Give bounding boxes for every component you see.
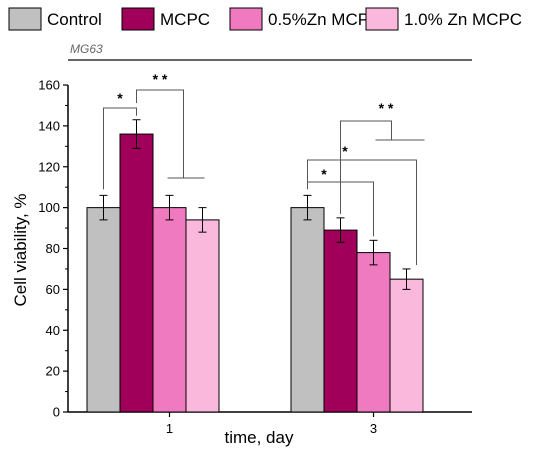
significance-bracket bbox=[307, 159, 417, 265]
significance-label: * bbox=[321, 166, 327, 182]
y-tick-label: 20 bbox=[46, 364, 60, 379]
y-tick-label: 0 bbox=[53, 405, 60, 420]
legend-label: MCPC bbox=[160, 10, 210, 29]
legend-swatch bbox=[121, 7, 155, 31]
y-tick-label: 140 bbox=[38, 118, 60, 133]
x-tick-label: 1 bbox=[166, 421, 173, 436]
bar bbox=[152, 207, 187, 413]
plot-area: 0 20 40 60 80 100 120 140 160 1 3 * * * * * * * bbox=[38, 71, 472, 436]
significance-label: * bbox=[117, 90, 123, 106]
legend-label: 1.0% Zn MCPC bbox=[404, 10, 522, 29]
y-tick-label: 120 bbox=[38, 159, 60, 174]
legend: Control MCPC 0.5%Zn MCPC 1.0% Zn MCPC bbox=[8, 7, 522, 31]
bar bbox=[185, 219, 220, 413]
significance-label: * * bbox=[153, 71, 168, 87]
bar bbox=[323, 229, 358, 413]
bar bbox=[86, 207, 121, 413]
bar bbox=[356, 252, 391, 413]
y-tick-label: 60 bbox=[46, 282, 60, 297]
significance-label: * * bbox=[379, 100, 394, 116]
legend-label: 0.5%Zn MCPC bbox=[268, 10, 381, 29]
y-tick-label: 40 bbox=[46, 323, 60, 338]
x-tick-label: 3 bbox=[370, 421, 377, 436]
significance-bracket bbox=[136, 89, 184, 178]
bar bbox=[389, 278, 424, 413]
y-tick-label: 160 bbox=[38, 78, 60, 93]
significance-bracket bbox=[340, 120, 392, 214]
legend-label: Control bbox=[47, 10, 102, 29]
x-axis-label: time, day bbox=[225, 428, 294, 447]
bar bbox=[290, 207, 325, 413]
y-axis-label: Cell viability, % bbox=[11, 193, 30, 306]
significance-bracket bbox=[103, 107, 137, 190]
legend-swatch bbox=[365, 7, 399, 31]
legend-swatch bbox=[229, 7, 263, 31]
bar bbox=[119, 133, 154, 413]
panel-label: MG63 bbox=[70, 42, 103, 56]
y-tick-label: 100 bbox=[38, 200, 60, 215]
legend-swatch bbox=[8, 7, 42, 31]
significance-label: * bbox=[342, 143, 348, 159]
y-tick-label: 80 bbox=[46, 241, 60, 256]
